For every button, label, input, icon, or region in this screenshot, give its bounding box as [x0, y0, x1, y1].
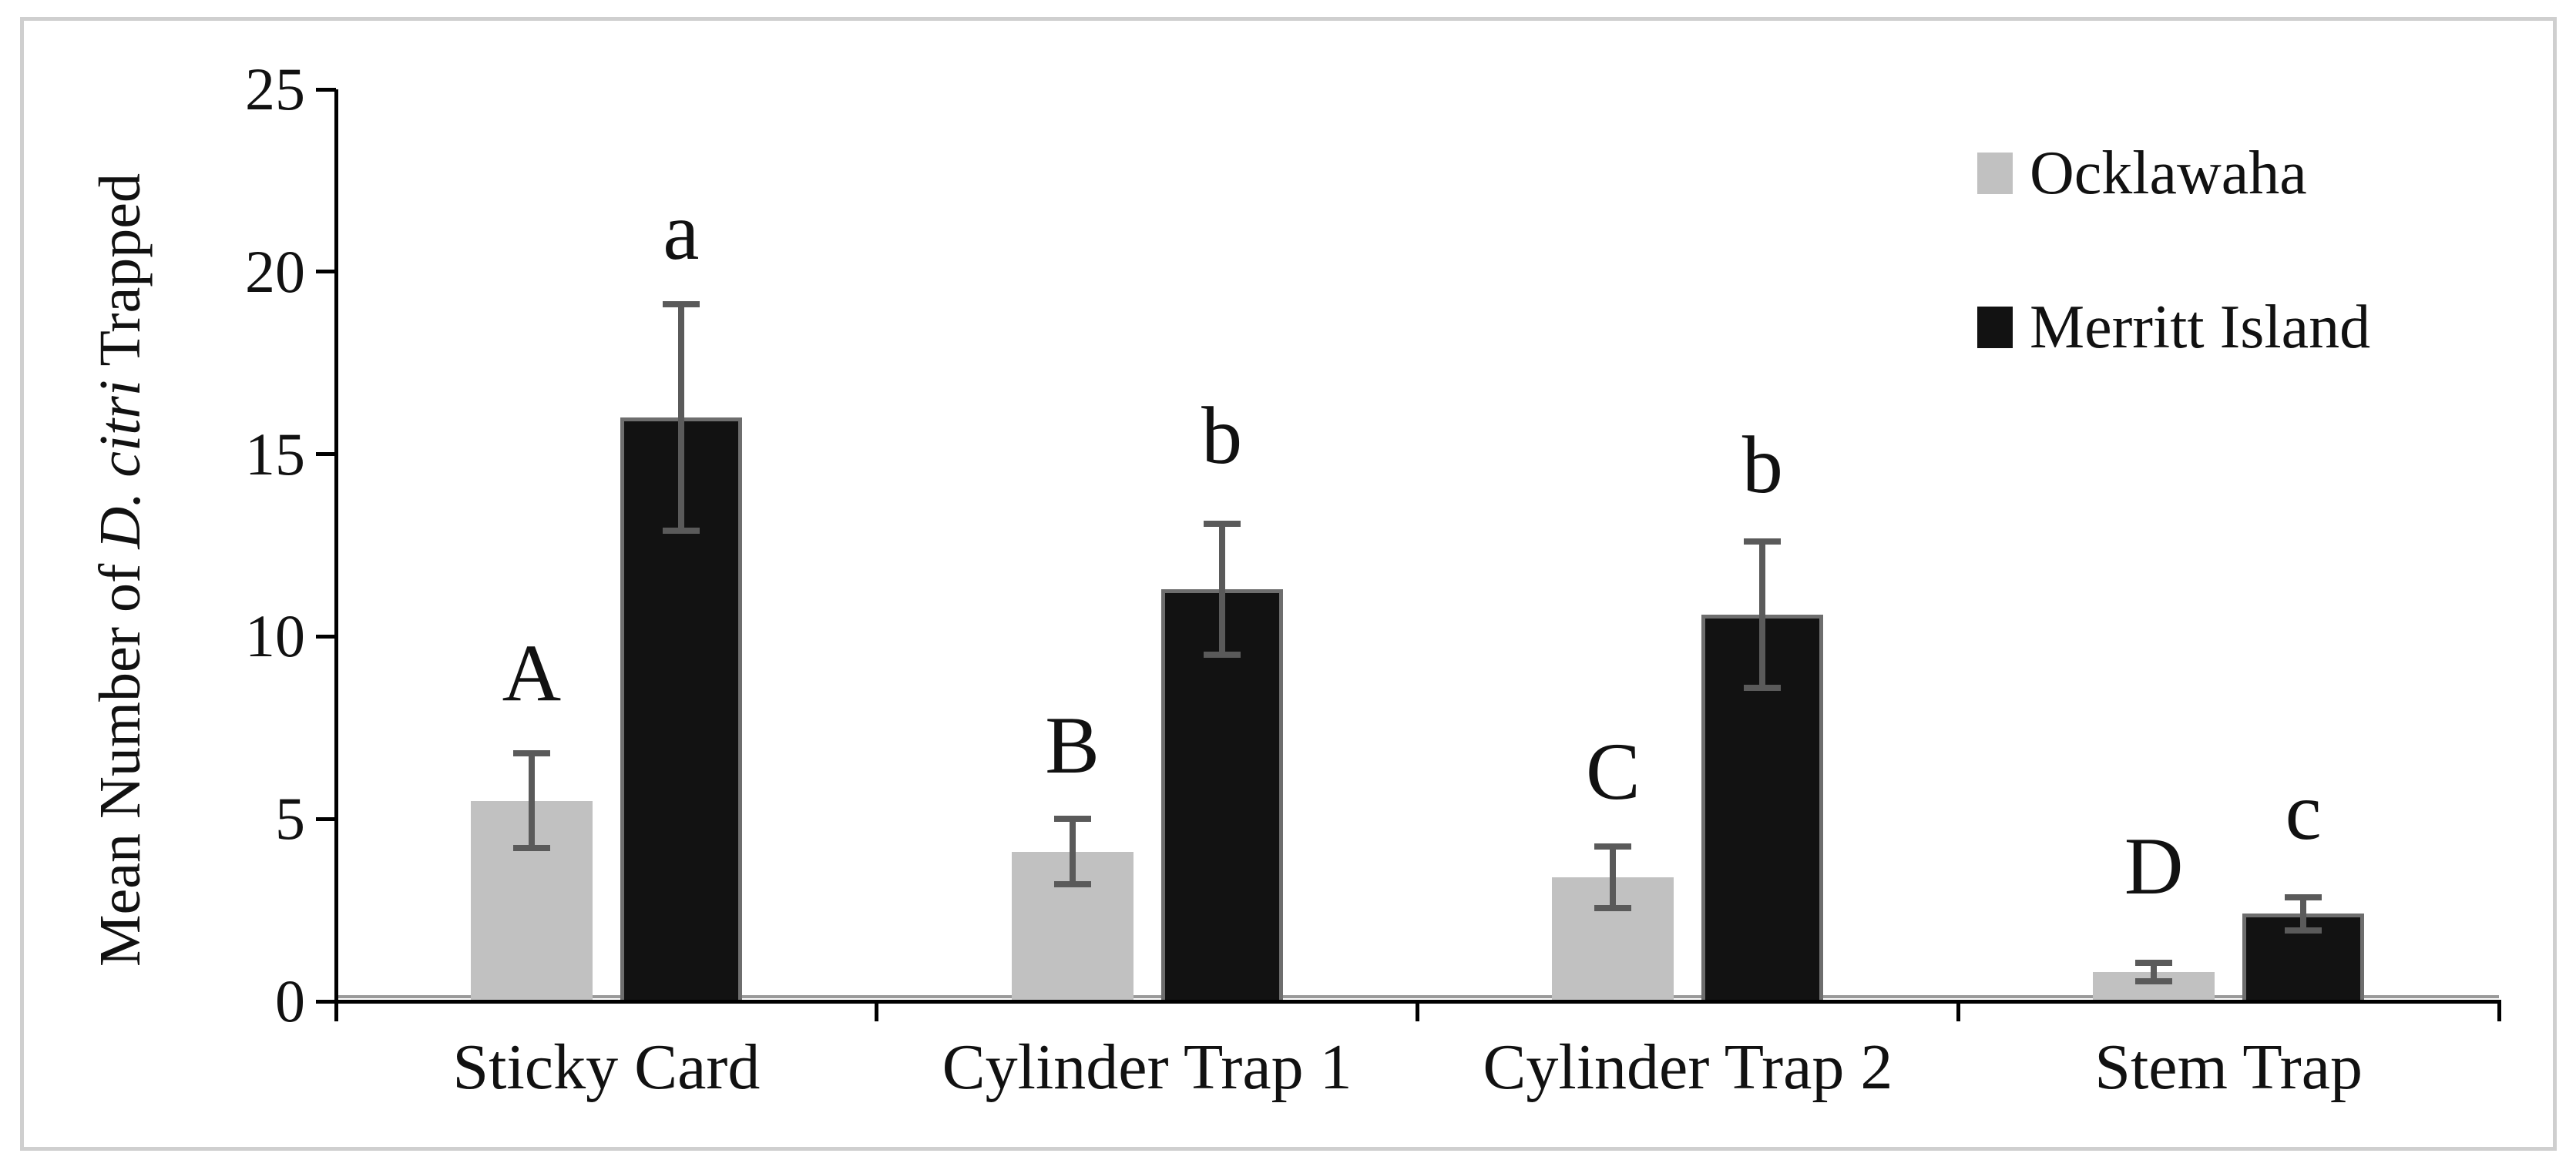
legend-label-merritt-island: Merritt Island [2030, 293, 2371, 361]
error-cap-top-2-1 [1744, 538, 1782, 545]
error-bar-0-0 [528, 753, 535, 849]
y-axis-title: Mean Number of D. citri Trapped [87, 146, 156, 994]
y-axis-line [334, 89, 338, 1021]
legend-swatch-merritt-island [1977, 307, 2013, 348]
x-tick-4 [2497, 1000, 2501, 1021]
sig-letter-2-1: b [1741, 419, 1783, 510]
error-cap-top-1-1 [1203, 520, 1241, 527]
y-tick-label-25: 25 [245, 55, 305, 122]
error-cap-top-3-0 [2135, 960, 2173, 967]
error-cap-top-3-1 [2285, 894, 2322, 901]
legend-item-merritt-island: Merritt Island [1977, 285, 2370, 370]
y-axis-top-cap [316, 87, 336, 92]
error-cap-bottom-3-1 [2285, 927, 2322, 934]
error-bar-2-1 [1759, 541, 1766, 688]
error-bar-0-1 [677, 304, 684, 531]
error-cap-top-1-0 [1053, 816, 1091, 823]
error-bar-3-0 [2151, 963, 2158, 981]
sig-letter-3-0: D [2124, 820, 2184, 911]
error-cap-bottom-1-0 [1053, 881, 1091, 888]
error-cap-bottom-2-1 [1744, 684, 1782, 691]
error-cap-bottom-0-0 [512, 845, 550, 852]
x-tick-1 [875, 1000, 879, 1021]
error-cap-bottom-0-1 [662, 528, 700, 535]
category-label-0: Sticky Card [452, 1031, 761, 1103]
y-tick-5 [316, 816, 336, 821]
category-label-1: Cylinder Trap 1 [942, 1031, 1352, 1103]
y-axis-title-prefix: Mean Number of [88, 548, 153, 967]
y-axis-title-species: D. citri [88, 380, 153, 549]
sig-letter-2-0: C [1586, 726, 1641, 816]
error-bar-1-0 [1069, 819, 1076, 885]
error-cap-bottom-2-0 [1594, 905, 1632, 912]
x-axis-line [334, 999, 2501, 1004]
plot-bottom-gridline [336, 995, 2499, 998]
y-tick-label-5: 5 [275, 785, 305, 853]
sig-letter-1-0: B [1045, 700, 1100, 791]
sig-letter-0-1: a [663, 186, 700, 277]
legend-swatch-ocklawaha [1977, 153, 2013, 194]
y-tick-0 [316, 999, 336, 1004]
sig-letter-3-1: c [2285, 766, 2322, 857]
legend-label-ocklawaha: Ocklawaha [2030, 139, 2307, 207]
error-cap-bottom-1-1 [1203, 652, 1241, 659]
error-bar-2-0 [1610, 846, 1617, 909]
error-cap-top-0-0 [512, 749, 550, 756]
y-tick-15 [316, 452, 336, 457]
y-tick-label-0: 0 [275, 967, 305, 1034]
sig-letter-1-1: b [1201, 390, 1243, 481]
y-tick-label-20: 20 [245, 237, 305, 305]
error-cap-bottom-3-0 [2135, 977, 2173, 984]
category-label-3: Stem Trap [2094, 1031, 2363, 1103]
legend-item-ocklawaha: Ocklawaha [1977, 131, 2307, 216]
sig-letter-0-0: A [502, 627, 562, 718]
x-tick-3 [1956, 1000, 1960, 1021]
y-tick-label-15: 15 [245, 420, 305, 488]
y-tick-20 [316, 270, 336, 274]
error-bar-3-1 [2300, 897, 2307, 930]
error-cap-top-0-1 [662, 301, 700, 308]
y-tick-10 [316, 634, 336, 639]
y-tick-label-10: 10 [245, 602, 305, 670]
figure-frame [20, 17, 2557, 1151]
y-axis-title-suffix: Trapped [88, 173, 153, 381]
x-tick-2 [1416, 1000, 1419, 1021]
error-bar-1-1 [1218, 523, 1225, 655]
category-label-2: Cylinder Trap 2 [1483, 1031, 1893, 1103]
error-cap-top-2-0 [1594, 843, 1632, 850]
